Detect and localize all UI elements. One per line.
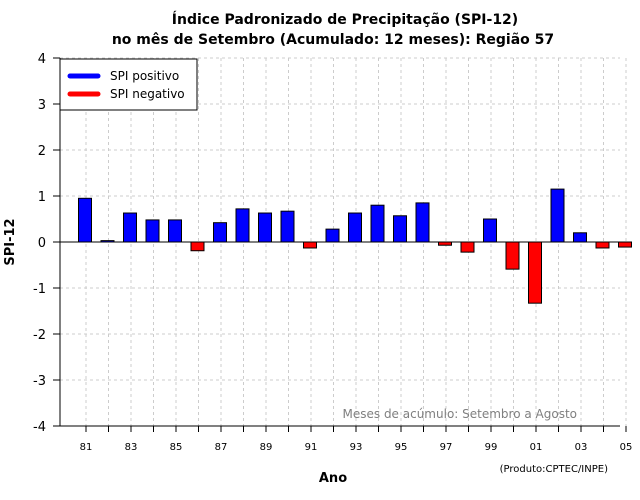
bar-1991 (303, 241, 317, 249)
legend-box (59, 58, 198, 111)
bar-1985 (168, 219, 182, 243)
bar-1999 (483, 218, 497, 243)
bar-1987 (213, 222, 227, 243)
bar-1995 (393, 215, 407, 243)
legend: SPI positivo SPI negativo (59, 58, 198, 111)
bar-2002 (550, 188, 565, 243)
x-tick-label: 91 (305, 442, 318, 453)
bar-2001 (528, 241, 542, 304)
y-tick-label: -2 (33, 328, 46, 343)
annotation-accumulation-months: Meses de acúmulo: Setembro a Agosto (343, 407, 578, 421)
bar-1988 (235, 208, 250, 243)
y-tick-label: -3 (33, 374, 46, 389)
y-tick-label: 1 (38, 190, 46, 205)
bar-1989 (258, 212, 272, 243)
x-axis-title: Ano (319, 471, 347, 486)
bar-1994 (370, 204, 385, 243)
legend-label-negative: SPI negativo (110, 87, 185, 101)
bar-1983 (123, 212, 137, 243)
product-credit: (Produto:CPTEC/INPE) (500, 464, 608, 475)
bar-2003 (573, 232, 587, 243)
x-tick-label: 99 (485, 442, 498, 453)
x-axis-ticks: 8183858789919395979901030507091113 (80, 426, 633, 453)
y-tick-label: -4 (33, 420, 46, 435)
bar-1986 (190, 241, 205, 252)
bar-2005 (618, 241, 632, 248)
x-tick-label: 03 (575, 442, 588, 453)
y-tick-label: 4 (38, 52, 46, 67)
x-tick-label: 97 (440, 442, 453, 453)
bar-1992 (325, 228, 340, 243)
x-tick-label: 87 (215, 442, 228, 453)
bar-1998 (460, 241, 475, 253)
bar-1984 (145, 219, 160, 243)
y-tick-label: 0 (38, 236, 46, 251)
legend-label-positive: SPI positivo (110, 69, 179, 83)
x-tick-label: 01 (530, 442, 543, 453)
bar-1981 (78, 197, 92, 243)
bar-1996 (415, 202, 430, 243)
x-tick-label: 83 (125, 442, 138, 453)
chart-title-line2: no mês de Setembro (Acumulado: 12 meses)… (112, 32, 554, 48)
y-tick-label: 3 (38, 98, 46, 113)
chart-title-line1: Índice Padronizado de Precipitação (SPI-… (172, 11, 518, 28)
x-tick-label: 95 (395, 442, 408, 453)
y-tick-label: -1 (33, 282, 46, 297)
bar-2000 (505, 241, 520, 270)
bar-2004 (595, 241, 610, 249)
x-tick-label: 81 (80, 442, 93, 453)
bars-group (78, 188, 632, 304)
x-tick-label: 05 (620, 442, 633, 453)
grid-lines (60, 57, 627, 426)
bar-1993 (348, 212, 362, 243)
x-tick-label: 85 (170, 442, 183, 453)
bar-1990 (280, 210, 295, 243)
y-axis-ticks: -4 -3 -2 -1 0 1 2 3 4 (33, 52, 60, 435)
x-tick-label: 89 (260, 442, 273, 453)
y-tick-label: 2 (38, 144, 46, 159)
y-axis-title: SPI-12 (3, 218, 18, 265)
x-tick-label: 93 (350, 442, 363, 453)
